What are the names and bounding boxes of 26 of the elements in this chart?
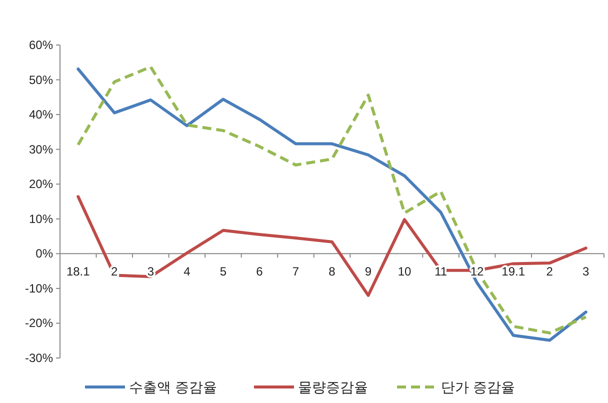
y-tick-label: -30% xyxy=(24,351,54,365)
x-tick-label: 5 xyxy=(220,264,227,279)
y-tick-label: 60% xyxy=(28,38,54,52)
x-tick-label: 18.1 xyxy=(66,264,90,279)
x-tick-label: 3 xyxy=(147,264,154,279)
y-tick-label: 10% xyxy=(28,212,54,226)
legend-label: 물량증감율 xyxy=(298,379,368,395)
x-tick-label: 4 xyxy=(184,264,191,279)
y-tick-label: 0% xyxy=(36,246,54,261)
x-tick-label: 3 xyxy=(582,264,590,279)
x-tick-label: 2 xyxy=(546,264,554,279)
y-tick-label: 20% xyxy=(28,177,54,192)
x-tick-label: 10 xyxy=(398,264,412,279)
y-tick-label: -10% xyxy=(24,281,54,296)
y-tick-label: 50% xyxy=(28,72,54,87)
x-tick-label: 8 xyxy=(328,264,336,279)
y-tick-label: -20% xyxy=(24,316,54,330)
x-tick-label: 19.1 xyxy=(502,264,526,279)
x-tick-label: 12 xyxy=(470,264,484,279)
legend-label: 단가 증감율 xyxy=(441,379,515,395)
x-tick-label: 6 xyxy=(256,264,264,279)
x-tick-label: 9 xyxy=(364,264,372,279)
y-tick-label: 40% xyxy=(28,108,54,122)
x-tick-label: 7 xyxy=(292,264,300,279)
legend-label: 수출액 증감율 xyxy=(129,379,217,395)
y-tick-label: 30% xyxy=(28,142,54,156)
